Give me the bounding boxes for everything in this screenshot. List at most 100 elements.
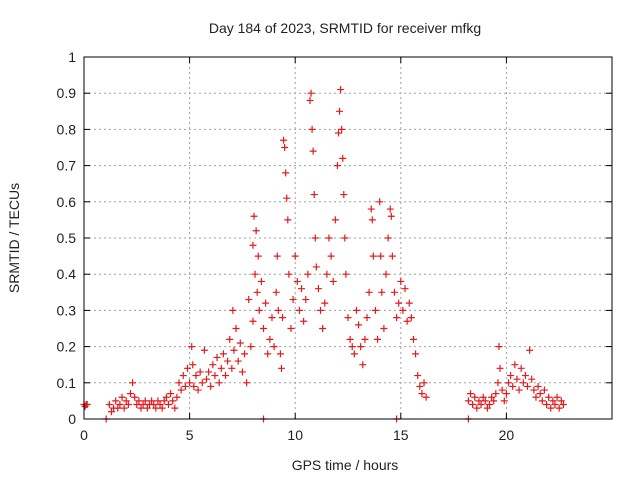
data-point — [325, 234, 333, 242]
data-point — [141, 397, 149, 405]
data-point — [232, 325, 240, 332]
data-point — [405, 299, 413, 307]
data-point — [277, 364, 285, 372]
data-point — [378, 288, 386, 296]
data-point — [266, 335, 274, 343]
data-point — [211, 372, 219, 380]
data-point — [559, 401, 567, 409]
data-point — [279, 314, 287, 322]
data-point — [387, 212, 395, 220]
data-point — [365, 288, 373, 296]
data-point — [495, 343, 503, 351]
data-point — [369, 252, 377, 260]
data-point — [243, 379, 251, 387]
data-point — [245, 296, 253, 304]
y-tick-label: 0.9 — [57, 85, 77, 101]
chart-title: Day 184 of 2023, SRMTID for receiver mfk… — [209, 20, 481, 36]
data-point — [338, 125, 346, 133]
data-point — [526, 346, 534, 354]
data-point — [342, 270, 350, 278]
data-point — [169, 397, 177, 405]
data-point — [254, 252, 262, 260]
data-point — [137, 404, 145, 412]
data-point — [374, 335, 382, 343]
data-point — [317, 306, 325, 314]
data-point — [133, 401, 141, 409]
data-point — [209, 361, 217, 369]
data-point — [359, 361, 367, 369]
data-point — [507, 372, 515, 380]
y-tick-label: 0.4 — [57, 266, 77, 282]
data-point — [179, 372, 187, 380]
data-point — [371, 306, 379, 314]
data-point — [118, 393, 126, 401]
data-point — [298, 285, 306, 293]
y-axis-label: SRMTID / TECUs — [6, 183, 22, 293]
data-point — [249, 241, 257, 249]
data-point — [341, 234, 349, 242]
data-point — [107, 408, 115, 416]
data-point — [238, 368, 246, 376]
data-point — [543, 401, 551, 409]
data-point — [393, 314, 401, 322]
data-point — [171, 404, 179, 412]
data-point — [407, 314, 415, 322]
data-point — [309, 147, 317, 155]
data-point — [395, 299, 403, 307]
data-point — [190, 382, 198, 390]
data-point — [331, 216, 339, 224]
data-point — [340, 191, 348, 199]
data-point — [551, 401, 559, 409]
data-point — [310, 191, 318, 199]
data-point — [380, 325, 388, 332]
data-point — [283, 194, 291, 202]
data-point — [252, 227, 260, 235]
data-point — [414, 372, 422, 380]
data-point — [202, 375, 210, 383]
y-tick-label: 0.6 — [57, 194, 77, 210]
data-point — [112, 397, 120, 405]
data-point — [490, 397, 498, 405]
x-tick-label: 15 — [393, 427, 409, 443]
data-point — [116, 401, 124, 409]
data-point — [377, 252, 385, 260]
data-point — [236, 339, 244, 347]
data-point — [416, 382, 424, 390]
data-point — [545, 393, 553, 401]
data-point — [224, 357, 232, 365]
x-axis-ticks: 0 5 10 15 20 — [80, 57, 514, 443]
data-point — [557, 397, 565, 405]
data-point — [207, 382, 215, 390]
data-point — [282, 169, 290, 177]
data-point — [250, 212, 258, 220]
data-point — [217, 364, 225, 372]
data-point — [160, 397, 168, 405]
data-point — [555, 404, 563, 412]
data-point — [333, 162, 341, 170]
data-point — [177, 386, 185, 394]
data-point — [363, 314, 371, 322]
data-point — [553, 393, 561, 401]
data-point — [384, 234, 392, 242]
data-point — [154, 397, 162, 405]
data-point — [409, 335, 417, 343]
data-point — [131, 393, 139, 401]
x-tick-label: 5 — [186, 427, 194, 443]
x-tick-label: 20 — [499, 427, 515, 443]
data-point — [181, 382, 189, 390]
data-point — [390, 288, 398, 296]
data-point — [496, 364, 504, 372]
data-point — [285, 270, 293, 278]
data-point — [198, 379, 206, 387]
data-point — [255, 306, 263, 314]
data-point — [473, 404, 481, 412]
data-point — [270, 343, 278, 351]
data-point — [339, 154, 347, 162]
data-point — [194, 386, 202, 394]
data-point — [483, 404, 491, 412]
data-point — [336, 107, 344, 115]
x-axis-label: GPS time / hours — [292, 457, 399, 473]
data-point — [323, 270, 331, 278]
data-point — [122, 397, 130, 405]
